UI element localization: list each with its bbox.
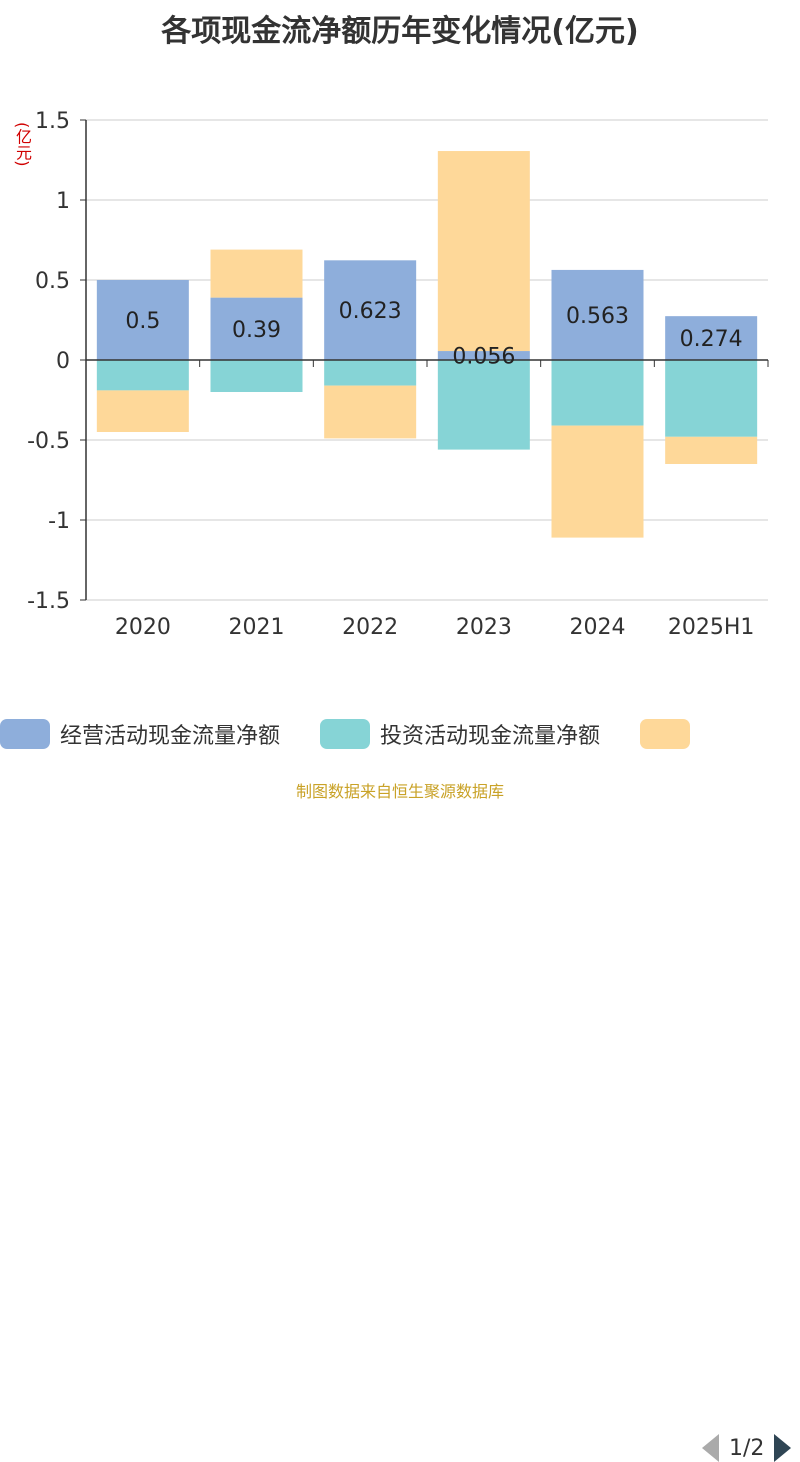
legend-item-operating[interactable]: 经营活动现金流量净额	[0, 716, 280, 752]
data-label-2021: 0.39	[232, 318, 281, 343]
legend-swatch-investing	[320, 719, 370, 749]
legend-pager: 1/2	[702, 1434, 792, 1462]
bar-series3-2021	[210, 249, 303, 298]
legend-prev-page-icon[interactable]	[702, 1434, 719, 1462]
legend-item-third[interactable]	[640, 716, 700, 752]
legend-item-investing[interactable]: 投资活动现金流量净额	[320, 716, 600, 752]
bar-series1-2023	[437, 351, 530, 360]
x-tick-label: 2025H1	[668, 615, 755, 640]
x-tick-label: 2023	[456, 615, 512, 640]
bar-series3-2024	[551, 425, 644, 538]
stacked-bar-chart: 1.5 1 0.5 0 -0.5 -1 -1.5 2020 2021 2022 2023 2024 20…	[27, 109, 769, 640]
bar-series1-2022	[324, 260, 417, 360]
legend-swatch-operating	[0, 719, 50, 749]
bar-series2-2021	[210, 360, 303, 392]
bar-series1-2024	[551, 269, 644, 360]
legend-page-indicator: 1/2	[729, 1435, 765, 1461]
legend-label-investing: 投资活动现金流量净额	[380, 724, 601, 749]
data-source-note: 制图数据来自恒生聚源数据库	[295, 782, 504, 801]
bar-series3-2020	[96, 390, 189, 432]
y-tick-label: 0.5	[35, 269, 70, 294]
data-label-2025H1: 0.274	[680, 327, 743, 352]
x-tick-label: 2024	[570, 615, 626, 640]
bar-series3-2022	[324, 385, 417, 439]
bar-series3-2025H1	[665, 436, 758, 464]
bar-series1-2020	[96, 280, 189, 360]
bar-series2-2025H1	[665, 360, 758, 437]
bar-series1-2025H1	[665, 316, 758, 360]
legend-next-page-icon[interactable]	[774, 1434, 792, 1462]
x-tick-label: 2021	[229, 615, 285, 640]
data-label-2024: 0.563	[566, 304, 629, 329]
data-label-2022: 0.623	[339, 299, 402, 324]
data-label-2023: 0.056	[452, 345, 515, 370]
chart-title: 各项现金流净额历年变化情况(亿元)	[161, 14, 639, 49]
data-label-2020: 0.5	[125, 309, 160, 334]
y-tick-label: -1	[48, 509, 70, 534]
y-tick-label: -0.5	[27, 429, 70, 454]
bar-series2-2022	[324, 360, 417, 386]
y-tick-label: 0	[56, 349, 70, 374]
legend-label-operating: 经营活动现金流量净额	[60, 724, 281, 749]
bar-series2-2020	[96, 360, 189, 391]
y-tick-label: 1	[56, 189, 70, 214]
bar-series3-2023	[437, 151, 530, 352]
y-tick-label: 1.5	[35, 109, 70, 134]
x-tick-label: 2022	[342, 615, 398, 640]
legend: 经营活动现金流量净额 投资活动现金流量净额 1/2	[0, 716, 800, 1462]
bar-series2-2023	[437, 360, 530, 450]
y-tick-label: -1.5	[27, 589, 70, 614]
x-tick-label: 2020	[115, 615, 171, 640]
legend-swatch-third	[640, 719, 690, 749]
bar-series1-2021	[210, 297, 303, 360]
y-axis-unit: (亿元)	[13, 122, 32, 167]
bar-series2-2024	[551, 360, 644, 426]
